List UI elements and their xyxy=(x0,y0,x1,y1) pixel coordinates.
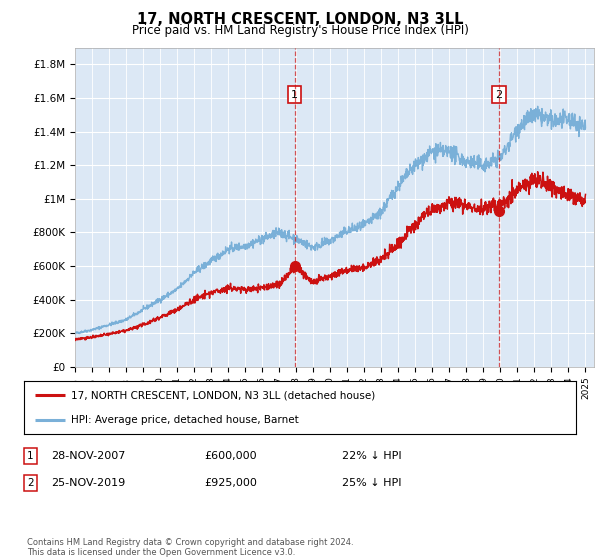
Text: 25% ↓ HPI: 25% ↓ HPI xyxy=(342,478,401,488)
Text: 2: 2 xyxy=(495,90,502,100)
Text: 17, NORTH CRESCENT, LONDON, N3 3LL: 17, NORTH CRESCENT, LONDON, N3 3LL xyxy=(137,12,463,27)
Text: 2: 2 xyxy=(27,478,34,488)
Text: 22% ↓ HPI: 22% ↓ HPI xyxy=(342,451,401,461)
Text: 17, NORTH CRESCENT, LONDON, N3 3LL (detached house): 17, NORTH CRESCENT, LONDON, N3 3LL (deta… xyxy=(71,390,375,400)
Text: HPI: Average price, detached house, Barnet: HPI: Average price, detached house, Barn… xyxy=(71,414,299,424)
Text: £925,000: £925,000 xyxy=(204,478,257,488)
Text: 1: 1 xyxy=(27,451,34,461)
Text: Price paid vs. HM Land Registry's House Price Index (HPI): Price paid vs. HM Land Registry's House … xyxy=(131,24,469,37)
Text: 28-NOV-2007: 28-NOV-2007 xyxy=(51,451,125,461)
Text: Contains HM Land Registry data © Crown copyright and database right 2024.
This d: Contains HM Land Registry data © Crown c… xyxy=(27,538,353,557)
Text: £600,000: £600,000 xyxy=(204,451,257,461)
Text: 25-NOV-2019: 25-NOV-2019 xyxy=(51,478,125,488)
Text: 1: 1 xyxy=(291,90,298,100)
